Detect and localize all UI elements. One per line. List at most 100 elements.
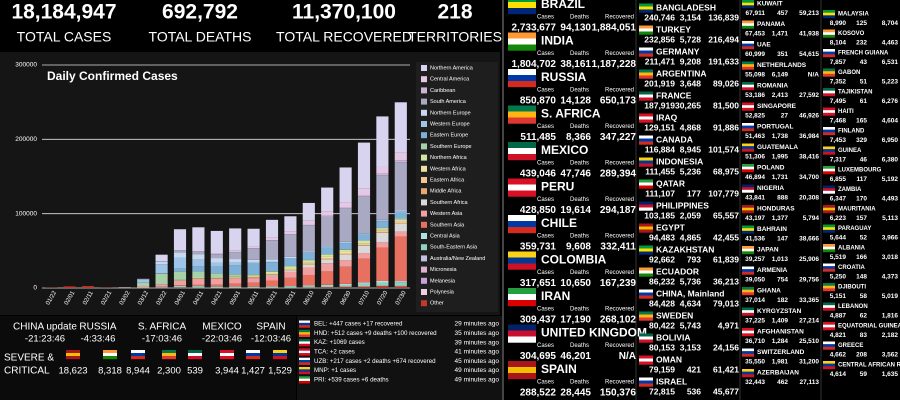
news-time: 49 minutes ago	[455, 377, 500, 384]
bar-segment	[284, 258, 297, 259]
flag-icon	[742, 371, 754, 375]
legend-swatch	[421, 154, 427, 161]
country-stat: 27,113	[799, 379, 819, 386]
update-time: -4:33:46	[81, 334, 116, 345]
country-stat: 201,919	[644, 78, 675, 88]
bar-segment	[265, 271, 279, 274]
country-stat: 8,704	[882, 20, 899, 27]
flag-icon	[742, 143, 754, 147]
flag-icon	[823, 127, 835, 130]
bar-segment	[321, 254, 334, 257]
bar-segment	[284, 231, 297, 235]
country-stat: 7,453	[830, 137, 847, 144]
bar-segment	[376, 247, 389, 281]
y-tick-label: 100000	[15, 210, 37, 217]
bar-segment	[265, 240, 279, 260]
bar-segment	[302, 224, 315, 226]
country-stat: 7,352	[830, 79, 847, 86]
stat-label: TOTAL RECOVERED	[276, 29, 412, 45]
update-time: -17:03:46	[142, 334, 182, 345]
flag-icon	[508, 263, 536, 270]
bar-segment	[210, 277, 223, 278]
bar-segment	[155, 261, 168, 265]
bar-segment	[155, 286, 168, 288]
flag-icon	[508, 0, 536, 3]
country-stat: 421	[687, 364, 701, 374]
bar-segment	[394, 102, 407, 153]
column-header: Deaths	[570, 380, 589, 386]
country-stat: 8,366	[566, 132, 591, 143]
bar-segment	[376, 116, 389, 167]
column-header: Recovered	[605, 380, 634, 386]
country-stat: 216,494	[708, 34, 739, 44]
country-name: GUATEMALA	[757, 144, 798, 151]
country-stat: 650,173	[600, 96, 637, 107]
country-stat: 80,153	[649, 342, 675, 352]
country-stat: 167,239	[600, 278, 637, 289]
flag-icon	[66, 356, 80, 360]
flag-icon	[508, 105, 536, 112]
country-stat: 5,519	[830, 254, 847, 261]
bar-segment	[284, 270, 297, 272]
country-stat: 54,615	[799, 51, 819, 58]
flag-icon	[508, 2, 536, 9]
legend-label: Northern Europe	[430, 110, 471, 116]
bar-segment	[229, 283, 242, 287]
country-name: ISRAEL	[656, 376, 687, 386]
country-stat: 147	[777, 236, 788, 243]
country-stat: N/A	[619, 351, 636, 362]
flag-icon	[742, 146, 754, 150]
bar-segment	[247, 259, 260, 263]
country-stat: 166	[856, 254, 867, 261]
country-stat: 25,906	[799, 256, 819, 263]
flag-icon	[742, 46, 754, 50]
bar-segment	[357, 242, 371, 244]
bar-segment	[192, 227, 205, 252]
country-stat: 6,276	[882, 98, 899, 105]
chart-title: Daily Confirmed Cases	[47, 69, 178, 83]
flag-icon	[823, 363, 835, 367]
bar-segment	[173, 252, 187, 258]
flag-icon	[823, 71, 835, 75]
country-stat: 5,236	[680, 166, 702, 176]
flag-icon	[823, 207, 835, 211]
bar-segment	[357, 240, 371, 242]
country-stat: 83	[860, 332, 868, 339]
column-header: Deaths	[570, 343, 589, 349]
flag-icon	[299, 334, 310, 337]
bar-segment	[339, 254, 352, 261]
flag-icon	[823, 149, 835, 153]
country-stat: 3,018	[882, 254, 899, 261]
flag-icon	[508, 117, 536, 124]
flag-icon	[639, 53, 653, 57]
column-header: Recovered	[605, 88, 634, 94]
flag-icon	[508, 367, 536, 374]
flag-icon	[823, 151, 835, 155]
bar-segment	[247, 262, 260, 264]
news-text: BEL: +447 cases +17 recovered	[314, 321, 403, 328]
flag-icon	[639, 317, 653, 321]
bar-segment	[192, 251, 205, 252]
legend-swatch	[421, 289, 427, 295]
country-stat: 101,574	[708, 144, 739, 154]
country-name: DJIBOUTI	[838, 285, 866, 291]
bar-segment	[137, 279, 150, 283]
country-stat: 1,981	[772, 359, 789, 366]
country-stat: 38,161	[560, 59, 591, 70]
flag-icon	[823, 327, 835, 331]
country-stat: 53,186	[745, 92, 765, 99]
bar-segment	[284, 268, 297, 270]
country-stat: 4,463	[882, 40, 899, 47]
country-stat: 5,794	[803, 215, 820, 222]
bar-segment	[284, 256, 297, 259]
flag-icon	[823, 185, 835, 189]
country-stat: 59,213	[799, 10, 819, 17]
country-stat: 51,463	[745, 133, 765, 140]
bar-segment	[192, 278, 205, 285]
flag-icon	[508, 300, 536, 307]
news-time: 41 minutes ago	[455, 349, 500, 356]
flag-icon	[639, 25, 653, 29]
flag-icon	[742, 184, 754, 188]
flag-icon	[299, 322, 310, 326]
